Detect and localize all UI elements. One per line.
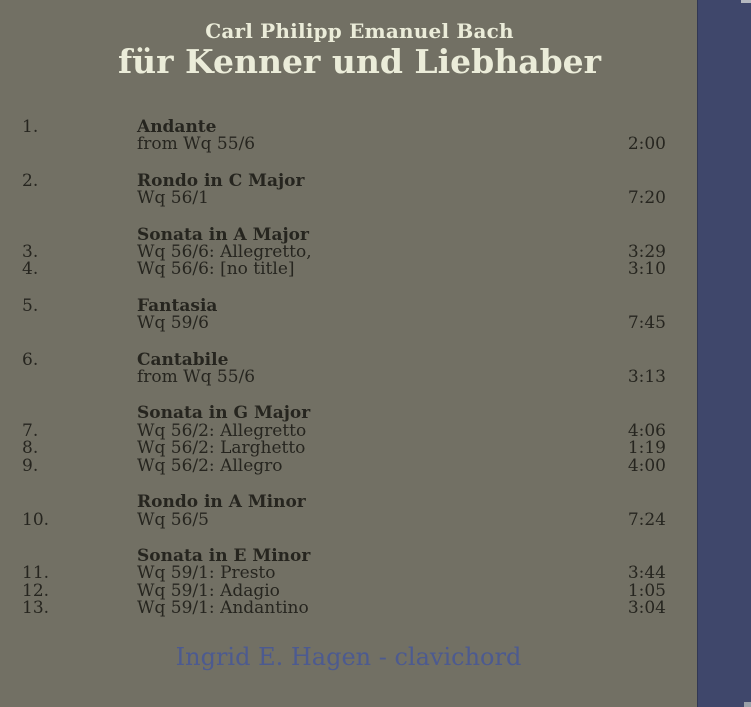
album-title: für Kenner und Liebhaber: [117, 42, 602, 81]
track-text: from Wq 55/6: [137, 367, 256, 388]
track-time: 3:10: [627, 259, 666, 280]
track-number: 6.: [22, 349, 39, 370]
track-line: 8. Wq 56/2: Larghetto 1:19: [0, 438, 697, 459]
track-number: 13.: [22, 598, 50, 619]
track-line: 13. Wq 59/1: Andantino 3:04: [0, 598, 697, 619]
track-line: Wq 59/6 7:45: [0, 313, 697, 334]
track-number: 7.: [22, 420, 39, 441]
track-line: 4. Wq 56/6: [no title] 3:10: [0, 259, 697, 280]
track-text: from Wq 55/6: [137, 134, 256, 155]
track-line: 5. Fantasia: [0, 295, 697, 316]
track-line: 12. Wq 59/1: Adagio 1:05: [0, 580, 697, 601]
track-time: 1:05: [627, 580, 666, 601]
tracklist: 1. Andante from Wq 55/6 2:00 2. Rondo in…: [0, 117, 697, 637]
track-line: 2. Rondo in C Major: [0, 170, 697, 191]
track-line: from Wq 55/6 2:00: [0, 134, 697, 155]
track-group: Sonata in G Major 7. Wq 56/2: Allegretto…: [0, 405, 697, 475]
track-group: 1. Andante from Wq 55/6 2:00: [0, 117, 697, 155]
track-number: [0, 548, 137, 565]
track-number: 12.: [22, 580, 50, 601]
track-time: 3:29: [627, 242, 666, 263]
track-line: 3. Wq 56/6: Allegretto, 3:29: [0, 242, 697, 263]
track-text: Sonata in E Minor: [137, 545, 311, 566]
track-line: Rondo in A Minor: [0, 492, 697, 513]
track-number: 3.: [22, 242, 39, 263]
track-text: Wq 59/1: Presto: [137, 563, 276, 584]
track-line: 10. Wq 56/5 7:24: [0, 509, 697, 530]
track-time: [602, 494, 697, 511]
track-time: 7:20: [627, 188, 666, 209]
track-group: 5. Fantasia Wq 59/6 7:45: [0, 295, 697, 334]
track-time: 3:13: [627, 367, 666, 388]
track-number: [0, 405, 137, 422]
track-group: 2. Rondo in C Major Wq 56/1 7:20: [0, 170, 697, 209]
track-line: from Wq 55/6 3:13: [0, 367, 697, 388]
screen-artifact-bottom-right: [744, 702, 751, 707]
track-line: Wq 56/1 7:20: [0, 188, 697, 209]
cover-content: Carl Philipp Emanuel Bach für Kenner und…: [0, 20, 697, 671]
track-line: 6. Cantabile: [0, 349, 697, 370]
track-time: 3:04: [627, 598, 666, 619]
track-number: [0, 136, 137, 153]
track-group: 6. Cantabile from Wq 55/6 3:13: [0, 349, 697, 388]
track-time: 4:06: [627, 420, 666, 441]
footer: Ingrid E. Hagen - clavichord: [0, 643, 697, 671]
track-text: Wq 59/1: Andantino: [137, 598, 309, 619]
track-number: 10.: [22, 509, 50, 530]
track-time: 2:00: [627, 134, 666, 155]
track-text: Wq 59/1: Adagio: [137, 580, 280, 601]
track-number: [0, 494, 137, 511]
track-text: Sonata in A Major: [137, 224, 309, 245]
track-time: 7:45: [627, 313, 666, 334]
track-number: [0, 227, 137, 244]
track-line: 9. Wq 56/2: Allegro 4:00: [0, 455, 697, 476]
track-number: [0, 315, 137, 332]
track-text: Wq 56/6: Allegretto,: [137, 242, 312, 263]
track-line: 7. Wq 56/2: Allegretto 4:06: [0, 420, 697, 441]
track-time: 7:24: [627, 509, 666, 530]
track-number: [0, 190, 137, 207]
track-text: Wq 56/2: Larghetto: [137, 438, 306, 459]
track-line: 11. Wq 59/1: Presto 3:44: [0, 563, 697, 584]
track-line: Sonata in G Major: [0, 403, 697, 424]
track-number: 1.: [22, 117, 39, 137]
track-number: 9.: [22, 455, 39, 476]
track-group: Sonata in E Minor 11. Wq 59/1: Presto 3:…: [0, 545, 697, 619]
track-text: Wq 56/2: Allegretto: [137, 420, 307, 441]
header: Carl Philipp Emanuel Bach für Kenner und…: [0, 20, 697, 81]
track-group: Sonata in A Major 3. Wq 56/6: Allegretto…: [0, 224, 697, 280]
track-text: Wq 56/5: [137, 509, 209, 530]
track-text: Wq 56/1: [137, 188, 209, 209]
track-line: Sonata in A Major: [0, 224, 697, 245]
track-number: 11.: [22, 563, 50, 584]
track-text: Wq 59/6: [137, 313, 209, 334]
track-number: 8.: [22, 438, 39, 459]
performer-credit: Ingrid E. Hagen - clavichord: [175, 643, 522, 671]
track-text: Cantabile: [137, 349, 229, 370]
track-line: 1. Andante: [0, 117, 697, 137]
track-time: 1:19: [627, 438, 666, 459]
track-number: 4.: [22, 259, 39, 280]
track-text: Andante: [137, 117, 217, 137]
track-line: Sonata in E Minor: [0, 545, 697, 566]
track-number: 5.: [22, 295, 39, 316]
track-text: Wq 56/6: [no title]: [137, 259, 295, 280]
track-time: 4:00: [627, 455, 666, 476]
track-time: 3:44: [627, 563, 666, 584]
track-text: Rondo in A Minor: [137, 492, 306, 513]
track-text: Fantasia: [137, 295, 218, 316]
artist-name: Carl Philipp Emanuel Bach: [205, 19, 514, 43]
track-text: Sonata in G Major: [137, 403, 311, 424]
track-number: [0, 369, 137, 386]
track-text: Wq 56/2: Allegro: [137, 455, 283, 476]
spine: [697, 0, 751, 707]
track-text: Rondo in C Major: [137, 170, 305, 191]
screen-artifact-top-right: [741, 0, 751, 3]
track-group: Rondo in A Minor 10. Wq 56/5 7:24: [0, 492, 697, 530]
track-number: 2.: [22, 170, 39, 191]
